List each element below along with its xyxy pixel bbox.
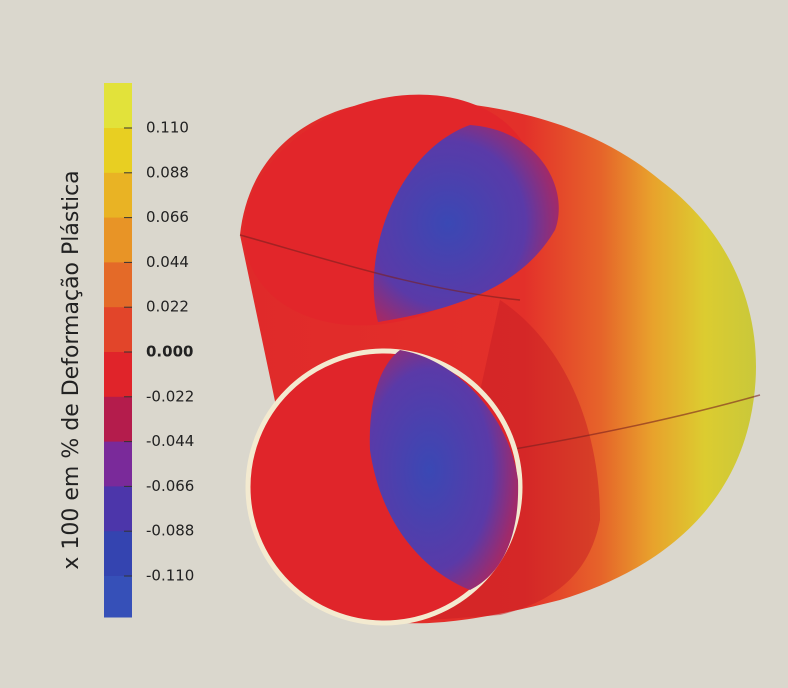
color-band (104, 531, 132, 576)
tick-label: 0.022 (146, 298, 189, 316)
color-band (104, 218, 132, 263)
tick-label: -0.022 (146, 387, 194, 405)
color-band (104, 352, 132, 397)
color-band (104, 83, 132, 129)
color-band (104, 576, 132, 618)
tick-label: -0.110 (146, 567, 194, 585)
tick-label: -0.088 (146, 522, 194, 540)
colorbar-title: x 100 em % de Deformação Plástica (59, 170, 84, 569)
tick-label: -0.044 (146, 432, 194, 450)
colorbar: 0.110 0.088 0.066 0.044 0.022 0.000 -0.022 -0.0… (104, 83, 194, 618)
tick-label: 0.066 (146, 208, 189, 226)
pipe-render (211, 55, 760, 623)
color-band (104, 486, 132, 531)
color-band (104, 307, 132, 352)
tick-label: 0.110 (146, 119, 189, 137)
figure: 0.110 0.088 0.066 0.044 0.022 0.000 -0.022 -0.0… (0, 0, 788, 684)
color-band (104, 397, 132, 442)
tick-label: 0.088 (146, 163, 189, 181)
color-band (104, 128, 132, 173)
tick-label: 0.000 (146, 343, 193, 361)
color-band (104, 262, 132, 307)
color-band (104, 442, 132, 487)
tick-label: -0.066 (146, 477, 194, 495)
tick-label: 0.044 (146, 253, 189, 271)
color-band (104, 173, 132, 218)
